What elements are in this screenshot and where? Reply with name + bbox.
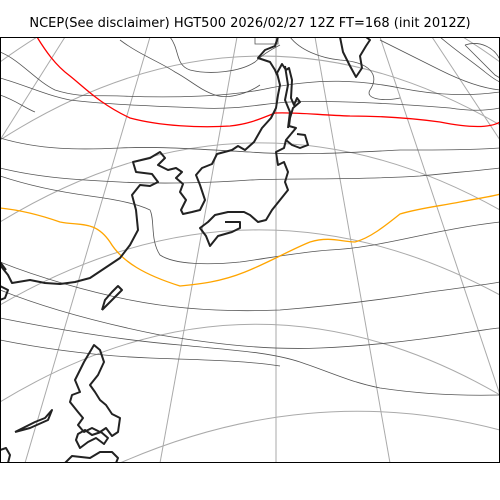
map-border (0, 37, 500, 463)
contour-5400 (36, 37, 500, 128)
map-frame (0, 37, 500, 463)
latitude-lines (0, 37, 500, 463)
contour-5700 (0, 193, 500, 287)
height-contours (0, 37, 500, 396)
map-title: NCEP(See disclaimer) HGT500 2026/02/27 1… (29, 16, 471, 31)
coastlines (0, 37, 371, 463)
hgt500-map (0, 37, 500, 463)
